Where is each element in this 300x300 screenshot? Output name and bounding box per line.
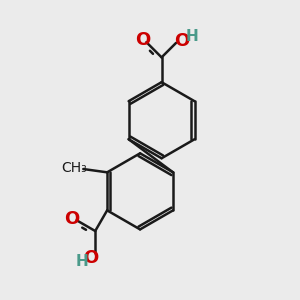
Text: O: O [174,32,190,50]
Text: O: O [64,210,79,228]
Text: O: O [135,31,151,49]
Text: H: H [186,29,198,44]
Text: O: O [84,250,99,268]
Text: CH₃: CH₃ [61,161,87,175]
Text: H: H [76,254,88,269]
